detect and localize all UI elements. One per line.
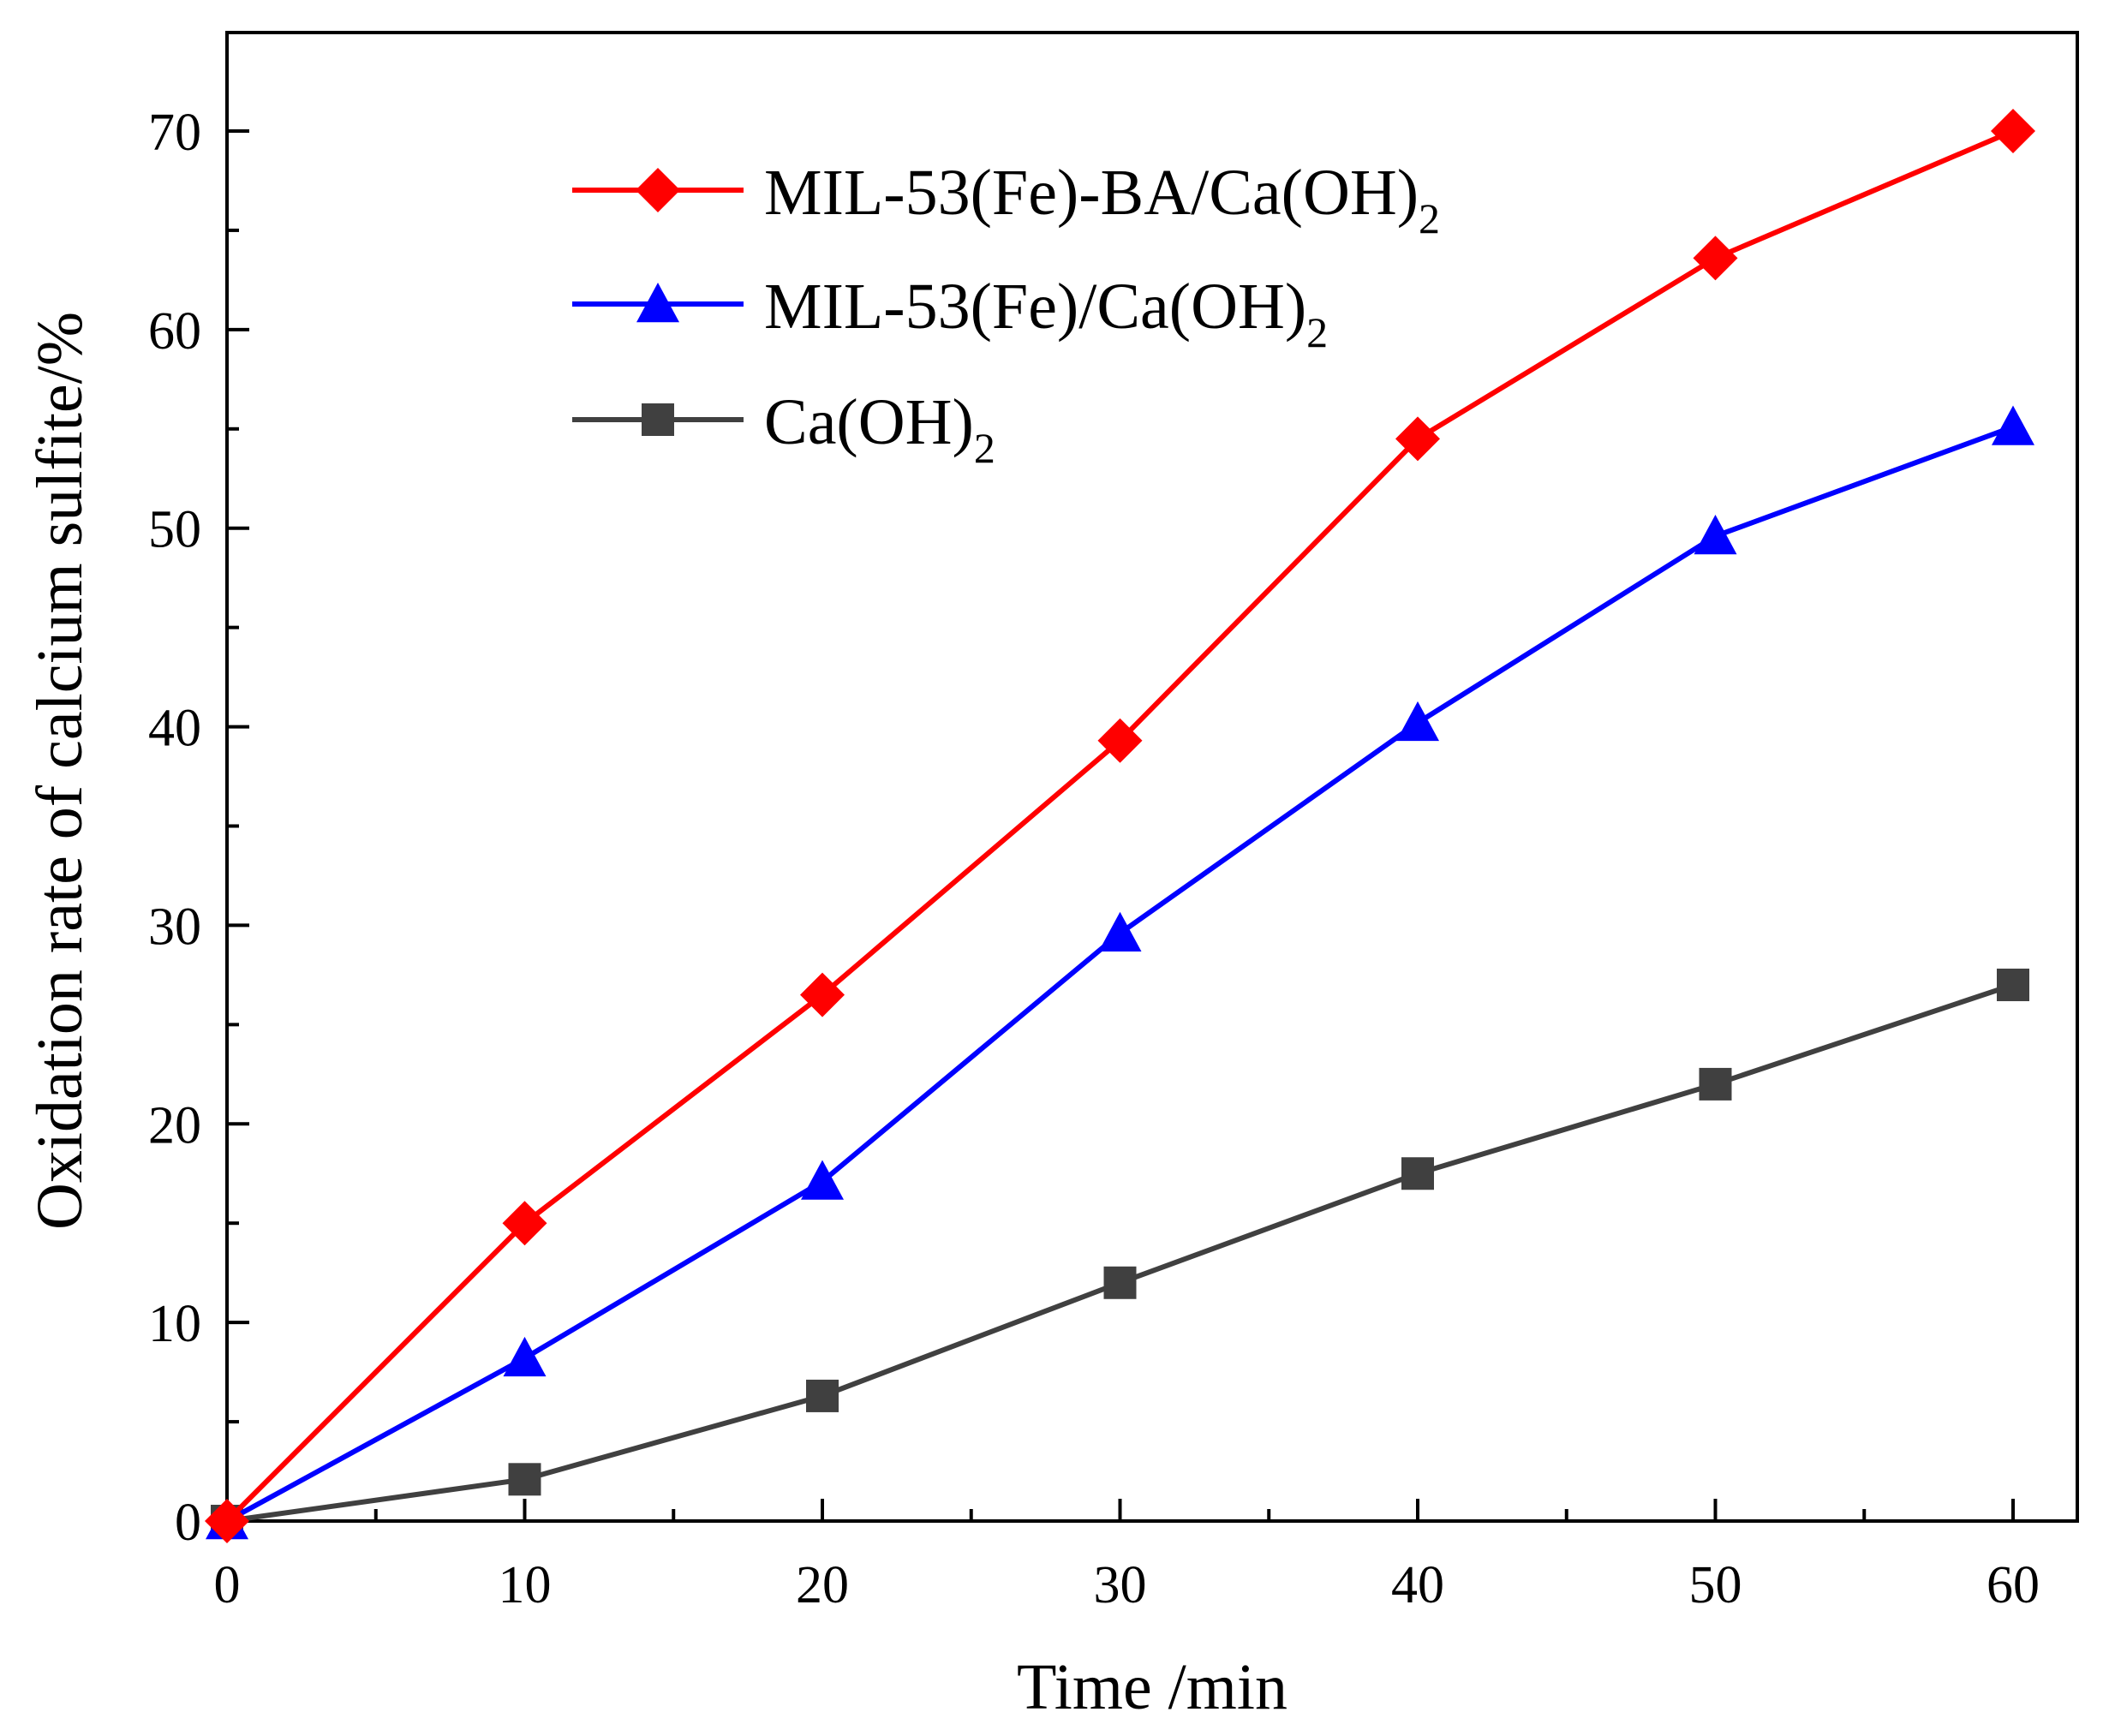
legend-label-subscript: 2 bbox=[1306, 308, 1328, 356]
data-point bbox=[502, 1201, 547, 1246]
y-tick-label: 70 bbox=[148, 104, 201, 162]
series-1 bbox=[205, 109, 2035, 1543]
plot-frame bbox=[225, 31, 2079, 1523]
y-tick-label: 10 bbox=[148, 1295, 201, 1353]
data-point bbox=[1694, 514, 1737, 555]
data-point bbox=[1992, 405, 2034, 445]
y-tick-label: 40 bbox=[148, 700, 201, 758]
legend-label: Ca(OH)2 bbox=[764, 386, 995, 472]
legend-label-subscript: 2 bbox=[974, 424, 995, 472]
legend: MIL-53(Fe)-BA/Ca(OH)2 MIL-53(Fe)/Ca(OH)2 C… bbox=[572, 157, 1440, 472]
data-point bbox=[1097, 718, 1143, 763]
data-point bbox=[1098, 911, 1142, 952]
series-line bbox=[225, 424, 2015, 1524]
data-point bbox=[806, 1379, 839, 1412]
series-2 bbox=[206, 405, 2034, 1540]
series-layer bbox=[205, 109, 2035, 1543]
legend-swatch-marker bbox=[642, 403, 674, 436]
x-axis: 0 10 20 30 40 50 60 bbox=[214, 1499, 2040, 1614]
data-point bbox=[1395, 416, 1440, 462]
legend-label: MIL-53(Fe)-BA/Ca(OH)2 bbox=[764, 157, 1440, 242]
x-tick-label: 50 bbox=[1689, 1556, 1742, 1614]
legend-item-2: MIL-53(Fe)/Ca(OH)2 bbox=[572, 271, 1328, 356]
x-tick-label: 0 bbox=[214, 1556, 241, 1614]
data-point bbox=[508, 1463, 541, 1496]
data-point bbox=[1103, 1266, 1137, 1299]
y-tick-label: 30 bbox=[148, 898, 201, 956]
legend-label-subscript: 2 bbox=[1419, 194, 1440, 242]
data-point bbox=[205, 1499, 249, 1543]
legend-swatch-marker bbox=[636, 168, 680, 212]
data-point bbox=[800, 972, 845, 1017]
legend-label: MIL-53(Fe)/Ca(OH)2 bbox=[764, 271, 1328, 356]
x-tick-label: 20 bbox=[796, 1556, 849, 1614]
legend-item-1: MIL-53(Fe)-BA/Ca(OH)2 bbox=[572, 157, 1440, 242]
data-point bbox=[1401, 1157, 1434, 1190]
x-tick-label: 30 bbox=[1094, 1556, 1147, 1614]
data-point bbox=[1693, 236, 1738, 281]
y-tick-label: 60 bbox=[148, 302, 201, 361]
data-point bbox=[801, 1160, 844, 1200]
x-tick-label: 10 bbox=[499, 1556, 552, 1614]
x-tick-label: 60 bbox=[1986, 1556, 2040, 1614]
y-tick-label: 20 bbox=[148, 1096, 201, 1154]
plot-border bbox=[225, 31, 2079, 1523]
y-tick-label: 0 bbox=[175, 1494, 201, 1552]
legend-item-3: Ca(OH)2 bbox=[572, 386, 995, 472]
data-point bbox=[1991, 109, 2035, 153]
x-tick-label: 40 bbox=[1391, 1556, 1444, 1614]
y-axis-title: Oxidation rate of calcium sulfite/% bbox=[24, 312, 96, 1230]
data-point bbox=[503, 1336, 547, 1377]
series-3 bbox=[211, 968, 2029, 1537]
data-point bbox=[1699, 1067, 1732, 1101]
y-axis: 0 10 20 30 40 50 60 70 bbox=[148, 104, 249, 1552]
data-point bbox=[1997, 968, 2029, 1001]
legend-swatch-marker bbox=[636, 283, 679, 323]
x-axis-title: Time /min bbox=[1017, 1651, 1287, 1723]
y-tick-label: 50 bbox=[148, 501, 201, 559]
data-point bbox=[1396, 701, 1439, 742]
